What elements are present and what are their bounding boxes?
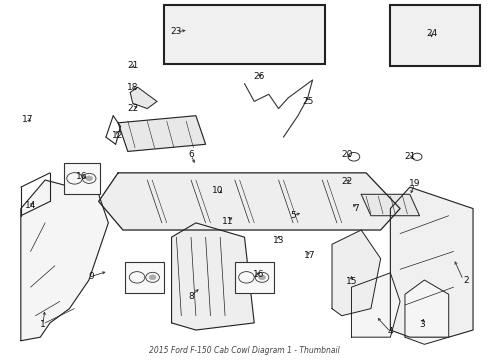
Bar [234, 262, 273, 293]
Text: 14: 14 [25, 201, 36, 210]
Text: 6: 6 [188, 150, 194, 159]
Bar [389, 5, 479, 66]
Text: 22: 22 [127, 104, 138, 113]
Polygon shape [331, 230, 380, 316]
Text: 18: 18 [127, 83, 138, 92]
Text: 11: 11 [221, 217, 233, 226]
Polygon shape [99, 173, 399, 230]
Text: 10: 10 [212, 186, 223, 195]
Text: 2015 Ford F-150 Cab Cowl Diagram 1 - Thumbnail: 2015 Ford F-150 Cab Cowl Diagram 1 - Thu… [149, 346, 339, 355]
Circle shape [258, 275, 265, 280]
Polygon shape [351, 273, 399, 337]
Text: 20: 20 [340, 150, 351, 159]
Polygon shape [404, 280, 448, 344]
Bar [63, 163, 100, 194]
Polygon shape [361, 194, 419, 216]
Polygon shape [176, 16, 292, 53]
Text: 21: 21 [127, 61, 138, 70]
Text: 7: 7 [353, 204, 359, 213]
Bar [164, 5, 324, 64]
Text: 1: 1 [40, 320, 45, 329]
Circle shape [85, 176, 92, 181]
Text: 12: 12 [112, 131, 123, 140]
Text: 9: 9 [88, 272, 94, 281]
Text: 16: 16 [253, 270, 264, 279]
Text: 22: 22 [340, 177, 351, 186]
Text: 15: 15 [345, 277, 357, 286]
Text: 16: 16 [76, 172, 87, 181]
Polygon shape [397, 37, 467, 62]
Text: 4: 4 [387, 327, 392, 336]
Bar [125, 262, 164, 293]
Text: 19: 19 [408, 179, 420, 188]
Text: 17: 17 [22, 115, 34, 124]
Polygon shape [171, 223, 254, 330]
Polygon shape [389, 187, 472, 337]
Text: 13: 13 [272, 236, 284, 245]
Text: 17: 17 [304, 251, 315, 260]
Polygon shape [130, 87, 157, 109]
Polygon shape [118, 116, 205, 152]
Text: 8: 8 [188, 292, 194, 301]
Text: 2: 2 [462, 275, 468, 284]
Text: 24: 24 [425, 29, 436, 38]
Text: 26: 26 [253, 72, 264, 81]
Text: 3: 3 [418, 320, 424, 329]
Text: 5: 5 [290, 211, 295, 220]
Text: 23: 23 [170, 27, 182, 36]
Circle shape [149, 275, 156, 280]
Text: 21: 21 [403, 152, 415, 161]
Text: 25: 25 [302, 97, 313, 106]
Polygon shape [21, 180, 108, 341]
